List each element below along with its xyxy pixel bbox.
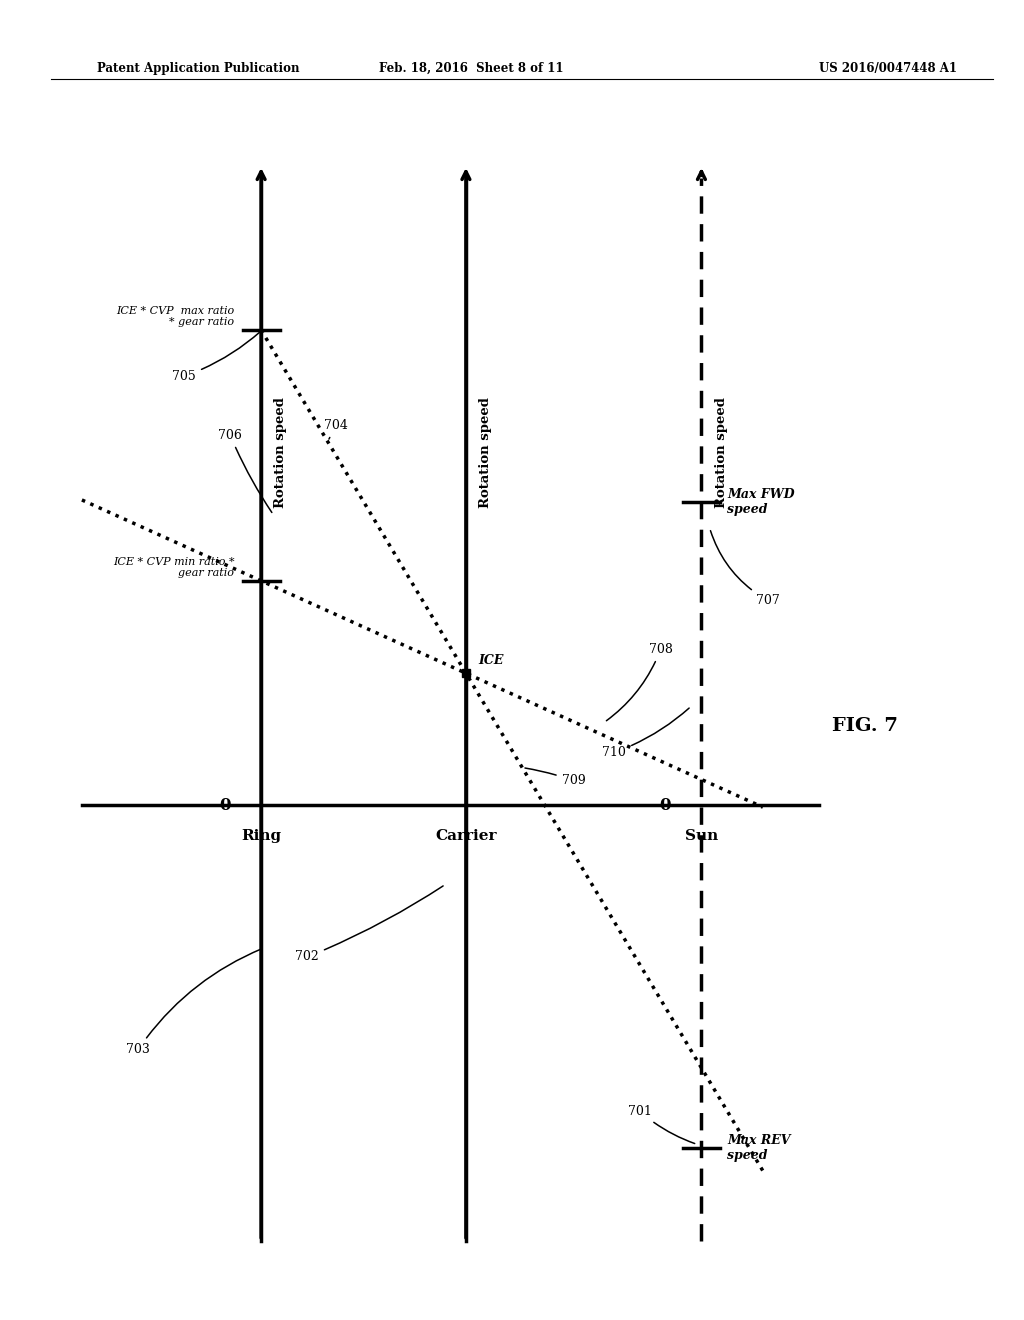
Text: ICE: ICE	[478, 653, 504, 667]
Text: Sun: Sun	[685, 829, 718, 843]
Text: 710: 710	[602, 708, 689, 759]
Text: 703: 703	[126, 949, 261, 1056]
Text: Rotation speed: Rotation speed	[479, 397, 493, 507]
Text: ICE * CVP  max ratio
* gear ratio: ICE * CVP max ratio * gear ratio	[117, 306, 234, 327]
Text: 709: 709	[525, 768, 586, 787]
Text: Patent Application Publication: Patent Application Publication	[97, 62, 300, 75]
Text: 708: 708	[606, 643, 673, 721]
Text: 707: 707	[711, 531, 780, 607]
Text: Max FWD
speed: Max FWD speed	[727, 487, 795, 516]
Text: US 2016/0047448 A1: US 2016/0047448 A1	[819, 62, 957, 75]
Text: 701: 701	[628, 1105, 694, 1143]
Text: 702: 702	[295, 886, 443, 964]
Text: FIG. 7: FIG. 7	[833, 717, 898, 735]
Text: Max REV
speed: Max REV speed	[727, 1134, 791, 1163]
Text: ICE * CVP min ratio *
gear ratio: ICE * CVP min ratio * gear ratio	[113, 557, 234, 578]
Text: Ring: Ring	[241, 829, 282, 843]
Text: 0: 0	[219, 797, 230, 813]
Text: Feb. 18, 2016  Sheet 8 of 11: Feb. 18, 2016 Sheet 8 of 11	[379, 62, 563, 75]
Text: Carrier: Carrier	[435, 829, 497, 843]
Text: 0: 0	[659, 797, 671, 813]
Text: 706: 706	[218, 429, 271, 512]
Text: 704: 704	[324, 420, 348, 440]
Text: 705: 705	[172, 331, 260, 383]
Text: Rotation speed: Rotation speed	[274, 397, 288, 507]
Text: Rotation speed: Rotation speed	[715, 397, 728, 507]
